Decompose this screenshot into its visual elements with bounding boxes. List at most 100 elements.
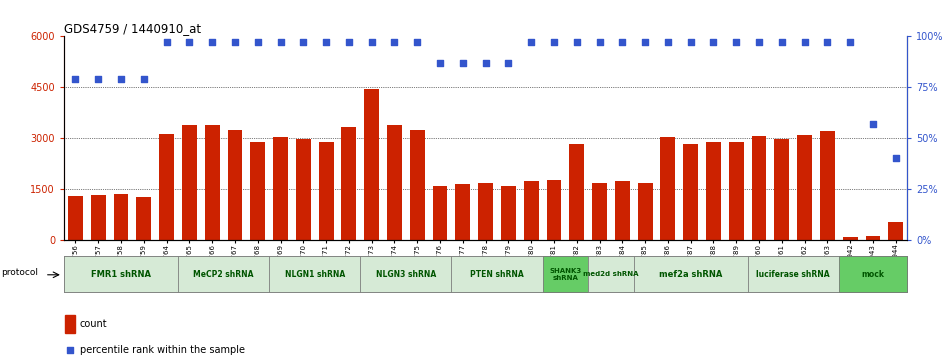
Point [318, 40, 333, 45]
Bar [273, 136, 288, 240]
Bar [455, 184, 470, 240]
Point [729, 40, 744, 45]
Point [866, 121, 881, 127]
Bar [748, 256, 838, 292]
Bar [501, 186, 516, 240]
Point [752, 40, 767, 45]
Point [615, 40, 630, 45]
Bar [797, 135, 812, 240]
Point [365, 40, 380, 45]
Point [820, 40, 835, 45]
Bar [729, 142, 743, 240]
Point [479, 60, 494, 66]
Bar [615, 181, 629, 240]
Point [888, 155, 903, 161]
Bar [64, 256, 178, 292]
Text: luciferase shRNA: luciferase shRNA [756, 270, 830, 278]
Bar [569, 144, 584, 240]
Bar [546, 180, 561, 240]
Point [273, 40, 288, 45]
Bar [634, 256, 748, 292]
Point [227, 40, 242, 45]
Bar [68, 196, 83, 240]
Text: NLGN3 shRNA: NLGN3 shRNA [376, 270, 436, 278]
Point [159, 40, 174, 45]
Bar [866, 236, 881, 240]
Bar [638, 183, 653, 240]
Bar [137, 196, 152, 240]
Point [296, 40, 311, 45]
Bar [342, 127, 356, 240]
Point [569, 40, 584, 45]
Bar [228, 130, 242, 240]
Point [706, 40, 721, 45]
Bar [479, 183, 493, 240]
Bar [204, 125, 219, 240]
Bar [752, 136, 767, 240]
Point [251, 40, 266, 45]
Text: MeCP2 shRNA: MeCP2 shRNA [193, 270, 253, 278]
Point [113, 76, 128, 82]
Text: SHANK3
shRNA: SHANK3 shRNA [549, 268, 581, 281]
Bar [524, 181, 539, 240]
Bar [410, 130, 425, 240]
Bar [683, 144, 698, 240]
Point [410, 40, 425, 45]
Point [432, 60, 447, 66]
Text: PTEN shRNA: PTEN shRNA [470, 270, 524, 278]
Bar [593, 183, 607, 240]
Bar [318, 142, 333, 240]
Bar [820, 131, 835, 240]
Text: count: count [80, 319, 107, 329]
Point [546, 40, 561, 45]
Point [797, 40, 812, 45]
Bar [888, 222, 903, 240]
Point [90, 76, 106, 82]
Bar [365, 89, 379, 240]
Text: NLGN1 shRNA: NLGN1 shRNA [284, 270, 345, 278]
Point [660, 40, 675, 45]
Bar [159, 134, 174, 240]
Point [204, 40, 219, 45]
Point [683, 40, 698, 45]
Text: med2d shRNA: med2d shRNA [583, 271, 639, 277]
Point [63, 347, 78, 353]
Point [387, 40, 402, 45]
Text: mef2a shRNA: mef2a shRNA [659, 270, 723, 278]
Bar [296, 139, 311, 240]
Bar [774, 139, 789, 240]
Bar [178, 256, 269, 292]
Bar [432, 186, 447, 240]
Point [843, 40, 858, 45]
Text: percentile rank within the sample: percentile rank within the sample [80, 345, 245, 355]
Bar [269, 256, 360, 292]
Point [68, 76, 83, 82]
Point [341, 40, 356, 45]
Point [501, 60, 516, 66]
Text: FMR1 shRNA: FMR1 shRNA [91, 270, 151, 278]
Bar [360, 256, 451, 292]
Bar [451, 256, 543, 292]
Point [455, 60, 470, 66]
Point [524, 40, 539, 45]
Bar [543, 256, 588, 292]
Text: GDS4759 / 1440910_at: GDS4759 / 1440910_at [64, 22, 202, 35]
Bar [387, 125, 402, 240]
Bar [65, 315, 75, 333]
Bar [588, 256, 634, 292]
Bar [90, 195, 106, 240]
Bar [843, 237, 857, 240]
Bar [706, 142, 721, 240]
Point [774, 40, 789, 45]
Point [592, 40, 607, 45]
Bar [182, 125, 197, 240]
Text: mock: mock [862, 270, 885, 278]
Bar [251, 142, 265, 240]
Bar [838, 256, 907, 292]
Bar [660, 137, 675, 240]
Point [137, 76, 152, 82]
Text: protocol: protocol [1, 268, 39, 277]
Bar [114, 194, 128, 240]
Point [638, 40, 653, 45]
Point [182, 40, 197, 45]
